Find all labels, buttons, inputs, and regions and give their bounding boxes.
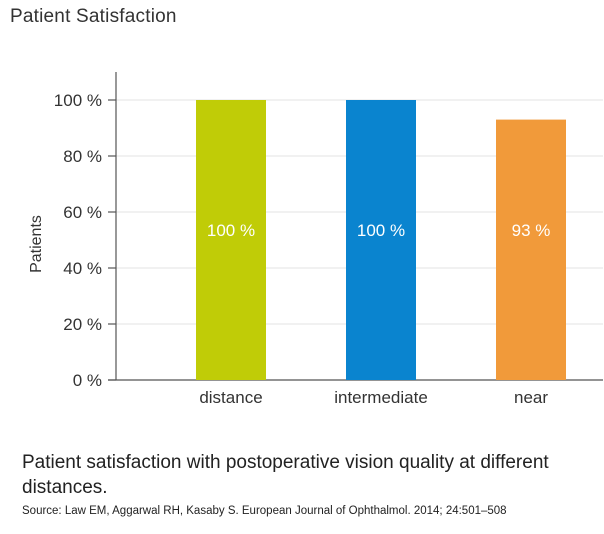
bar-near xyxy=(496,119,566,380)
x-tick-label: distance xyxy=(199,388,262,407)
x-tick-label: near xyxy=(514,388,548,407)
y-tick-label: 40 % xyxy=(63,259,102,278)
chart-title: Patient Satisfaction xyxy=(10,6,177,27)
y-tick-label: 60 % xyxy=(63,203,102,222)
y-tick-label: 100 % xyxy=(54,91,102,110)
bar-distance xyxy=(196,100,266,380)
x-tick-label: intermediate xyxy=(334,388,428,407)
bar-value-label: 100 % xyxy=(207,221,255,240)
y-axis-title: Patients xyxy=(28,215,45,273)
y-tick-label: 0 % xyxy=(73,371,102,390)
bar-intermediate xyxy=(346,100,416,380)
figure-caption: Patient satisfaction with postoperative … xyxy=(22,452,549,498)
bar-chart: 0 % 20 % 40 % 60 % 80 % 100 % Patients 100 % dis… xyxy=(28,72,603,407)
y-tick-label: 80 % xyxy=(63,147,102,166)
bar-value-label: 93 % xyxy=(512,221,551,240)
y-tick-label: 20 % xyxy=(63,315,102,334)
bar-value-label: 100 % xyxy=(357,221,405,240)
figure-source: Source: Law EM, Aggarwal RH, Kasaby S. E… xyxy=(22,505,507,517)
